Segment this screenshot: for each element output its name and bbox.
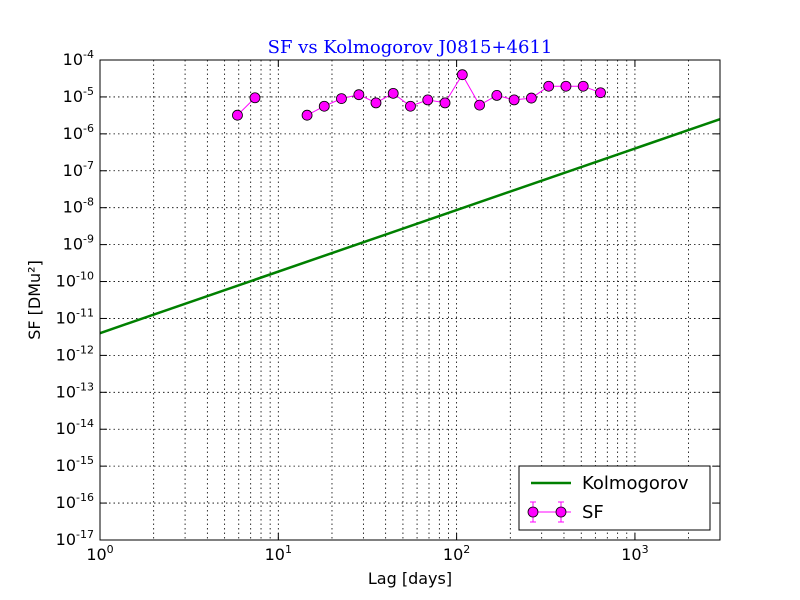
- sf-point: [387, 87, 399, 99]
- y-tick-label: 10-16: [56, 491, 94, 512]
- sf-point: [336, 93, 347, 105]
- legend: Kolmogorov SF: [518, 465, 711, 531]
- sf-point: [353, 89, 365, 101]
- y-tick-label: 10-7: [63, 159, 94, 180]
- y-axis-ticks: 10-17 10-16 10-15 10-14 10-13 10-12 10-11 10-10…: [56, 48, 720, 549]
- sf-point: [525, 92, 537, 104]
- y-tick-label: 10-11: [56, 306, 94, 327]
- sf-point: [405, 100, 416, 112]
- sf-point: [595, 87, 606, 99]
- y-tick-label: 10-17: [56, 528, 94, 549]
- y-tick-label: 10-14: [56, 417, 94, 438]
- kolmogorov-line: [99, 117, 721, 335]
- y-tick-label: 10-8: [63, 196, 94, 217]
- y-tick-label: 10-9: [63, 233, 94, 254]
- x-tick-label: 102: [443, 543, 470, 564]
- legend-box: [518, 465, 711, 531]
- chart-title: SF vs Kolmogorov J0815+4611: [268, 37, 553, 58]
- sf-point: [318, 100, 330, 112]
- legend-label-kolmogorov: Kolmogorov: [582, 473, 689, 494]
- y-tick-label: 10-15: [56, 454, 94, 475]
- x-tick-label: 101: [265, 543, 292, 564]
- sf-point: [370, 97, 382, 109]
- y-axis-label: SF [DMu²]: [25, 260, 44, 340]
- sf-point: [301, 109, 313, 121]
- grid: [100, 60, 720, 540]
- legend-swatch-sf: [527, 501, 571, 523]
- y-tick-label: 10-4: [63, 48, 94, 69]
- x-tick-label: 100: [86, 543, 113, 564]
- x-axis-label: Lag [days]: [368, 569, 452, 588]
- sf-point: [508, 94, 520, 106]
- plot-series: [99, 69, 721, 335]
- legend-label-sf: SF: [582, 502, 604, 523]
- sf-point: [456, 69, 468, 81]
- sf-point: [232, 109, 243, 121]
- y-tick-label: 10-10: [56, 270, 94, 291]
- sf-point: [560, 80, 572, 92]
- y-tick-label: 10-12: [56, 343, 94, 364]
- x-tick-label: 103: [621, 543, 648, 564]
- sf-point: [543, 80, 555, 92]
- sf-point: [422, 94, 434, 106]
- plot-frame: [99, 59, 721, 541]
- legend-sf-marker: [555, 506, 567, 518]
- sf-point: [491, 89, 503, 101]
- x-axis-ticks: 100 101 102 103: [86, 60, 649, 564]
- sf-point: [439, 97, 451, 109]
- sf-line: [306, 73, 601, 116]
- legend-sf-marker: [527, 506, 539, 518]
- sf-point: [474, 99, 485, 111]
- sf-point: [249, 92, 261, 104]
- y-tick-label: 10-5: [63, 85, 94, 106]
- y-tick-label: 10-6: [63, 122, 94, 143]
- sf-point: [577, 80, 589, 92]
- y-tick-label: 10-13: [56, 380, 94, 401]
